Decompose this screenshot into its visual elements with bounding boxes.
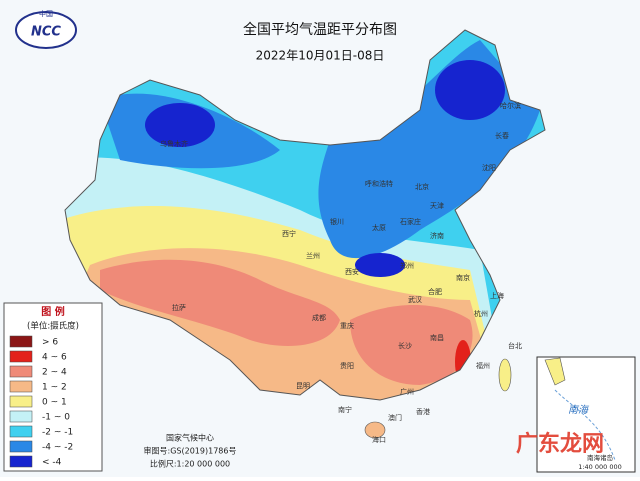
city-label: 郑州: [400, 262, 414, 270]
city-label: 贵阳: [340, 361, 354, 370]
city-label: 南京: [456, 273, 470, 282]
city-label: 香港: [416, 407, 430, 416]
city-label: 上海: [490, 291, 504, 300]
city-label: 拉萨: [172, 303, 186, 312]
city-label: 福州: [476, 361, 490, 370]
legend-swatch: [9, 335, 33, 348]
city-label: 济南: [430, 231, 444, 240]
legend-swatch: [9, 425, 33, 438]
city-label: 长沙: [398, 341, 412, 350]
legend: 图 例 (单位:摄氏度) > 6 4 ~ 6 2 ~ 4 1 ~ 2 0 ~ 1 -1 ~…: [3, 302, 103, 472]
city-label: 重庆: [340, 321, 354, 330]
city-label: 石家庄: [400, 217, 421, 226]
city-label: 哈尔滨: [500, 101, 521, 110]
city-label: 成都: [312, 313, 326, 322]
legend-label: 1 ~ 2: [42, 383, 67, 393]
subtitle: 2022年10月01日-08日: [256, 49, 385, 63]
city-label: 银川: [330, 217, 344, 226]
city-label: 武汉: [408, 295, 422, 304]
city-label: 杭州: [474, 309, 488, 318]
city-label: 太原: [372, 223, 386, 232]
city-label: 合肥: [428, 287, 442, 296]
legend-label: 0 ~ 1: [42, 398, 67, 408]
city-label: 南宁: [338, 405, 352, 414]
legend-label: 4 ~ 6: [42, 353, 67, 363]
city-label: 北京: [415, 182, 429, 191]
legend-title: 图 例: [41, 305, 64, 318]
city-label: 长春: [495, 131, 509, 140]
inset-label: 南海诸岛: [587, 453, 613, 462]
legend-label: > 6: [42, 338, 58, 348]
legend-unit: (单位:摄氏度): [27, 321, 79, 332]
footer-org: 国家气候中心: [166, 433, 214, 443]
legend-swatch: [9, 455, 33, 468]
legend-label: < -4: [42, 458, 62, 468]
logo-top: 中国: [39, 9, 53, 18]
legend-swatch: [9, 365, 33, 378]
city-label: 沈阳: [482, 163, 496, 172]
south-sea-inset: 南海 南海诸岛 1:40 000 000: [536, 356, 636, 473]
city-label: 西宁: [282, 229, 296, 238]
legend-swatch: [9, 440, 33, 453]
city-label: 西安: [345, 267, 359, 276]
inset-scale: 1:40 000 000: [578, 463, 622, 471]
taiwan: [498, 358, 512, 392]
city-label: 台北: [508, 341, 522, 350]
city-label: 广州: [400, 387, 414, 396]
inset-sea: 南海: [568, 404, 590, 416]
legend-label: -1 ~ 0: [42, 413, 70, 423]
city-labels: 乌鲁木齐 哈尔滨 长春 沈阳 呼和浩特 北京 天津 石家庄 太原 济南 银川 西…: [160, 101, 522, 444]
legend-label: -2 ~ -1: [42, 428, 73, 438]
legend-swatch: [9, 410, 33, 423]
title: 全国平均气温距平分布图: [243, 21, 397, 38]
city-label: 兰州: [306, 251, 320, 260]
city-label: 海口: [372, 435, 386, 444]
city-label: 南昌: [430, 333, 444, 342]
city-label: 澳门: [388, 413, 402, 422]
watermark: 广东龙网: [516, 431, 604, 457]
city-label: 乌鲁木齐: [160, 139, 188, 148]
legend-swatch: [9, 350, 33, 363]
footer-approval: 审图号:GS(2019)1786号: [144, 446, 237, 456]
footer-scale: 比例尺:1:20 000 000: [150, 459, 230, 469]
legend-label: 2 ~ 4: [42, 368, 67, 378]
country-border: [64, 29, 546, 401]
legend-swatch: [9, 395, 33, 408]
city-label: 天津: [430, 202, 444, 210]
legend-label: -4 ~ -2: [42, 443, 73, 453]
city-label: 呼和浩特: [365, 179, 393, 188]
city-label: 昆明: [296, 382, 310, 390]
logo: 中国 NCC: [15, 9, 77, 49]
hainan: [364, 421, 386, 439]
legend-swatch: [9, 380, 33, 393]
logo-text: NCC: [31, 25, 61, 40]
